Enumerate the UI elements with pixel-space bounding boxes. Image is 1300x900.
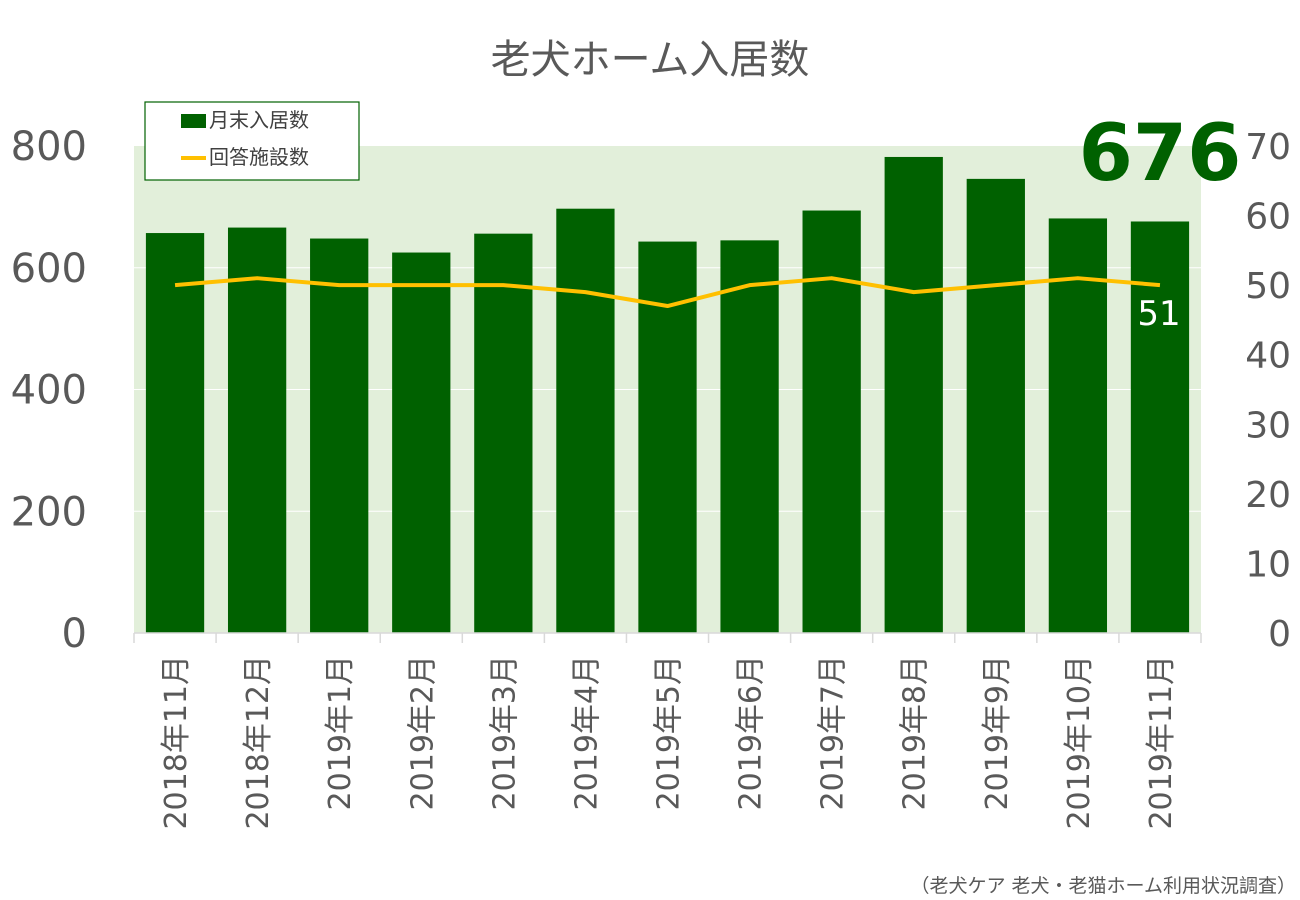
bar [392,252,451,633]
y-tick-right: 30 [1245,405,1291,446]
bar [720,240,779,633]
y-tick-right: 40 [1245,336,1291,377]
bar [556,208,615,634]
bar [1130,221,1190,634]
bar [310,238,369,633]
y-tick-left: 600 [11,246,87,292]
x-tick-label: 2018年11月 [159,655,194,830]
source-note: （老犬ケア 老犬・老猫ホーム利用状況調査） [911,875,1296,897]
x-tick-label: 2019年9月 [980,655,1015,810]
highlight-bar-label: 676 [1079,109,1242,199]
line-series [174,276,1161,309]
x-tick-label: 2019年2月 [405,655,440,810]
bar-series [145,156,1190,634]
bar [227,227,287,633]
y-tick-right: 50 [1245,266,1291,307]
x-tick-label: 2019年5月 [652,655,687,810]
x-tick-label: 2018年12月 [241,655,276,830]
legend: 月末入居数 回答施設数 [144,101,360,181]
bar [966,178,1025,633]
legend-bar-label: 月末入居数 [209,108,309,132]
y-tick-left: 400 [11,368,87,414]
x-tick-label: 2019年10月 [1062,655,1097,830]
bar [884,156,943,633]
x-tick-label: 2019年4月 [569,655,604,810]
y-tick-right: 70 [1245,127,1291,168]
y-axis-left: 0 200 400 600 800 [11,124,87,657]
y-tick-left: 200 [11,489,87,535]
bar [145,233,205,633]
x-axis-labels: 2018年11月 2018年12月 2019年1月 2019年2月 2019年3月 201… [159,655,1179,830]
y-tick-right: 0 [1268,614,1291,655]
y-tick-right: 10 [1245,544,1291,585]
bar [1048,218,1108,633]
legend-box [144,101,360,181]
bar [474,233,533,633]
x-tick-label: 2019年6月 [734,655,769,810]
chart-title: 老犬ホーム入居数 [491,37,810,83]
line-path [174,276,1161,309]
legend-line-label: 回答施設数 [209,145,309,169]
x-tick-marks [133,633,1202,643]
y-axis-right: 0 10 20 30 40 50 60 70 [1245,127,1291,655]
x-tick-label: 2019年11月 [1144,655,1179,830]
x-tick-label: 2019年7月 [816,655,851,810]
highlight-line-label: 51 [1137,294,1180,334]
x-tick-label: 2019年1月 [323,655,358,810]
y-tick-right: 60 [1245,197,1291,238]
bar [802,210,861,633]
y-tick-left: 800 [11,124,87,170]
y-tick-right: 20 [1245,475,1291,516]
x-tick-label: 2019年8月 [898,655,933,810]
legend-bar-swatch [181,114,206,128]
y-tick-left: 0 [62,611,87,657]
x-tick-label: 2019年3月 [487,655,522,810]
